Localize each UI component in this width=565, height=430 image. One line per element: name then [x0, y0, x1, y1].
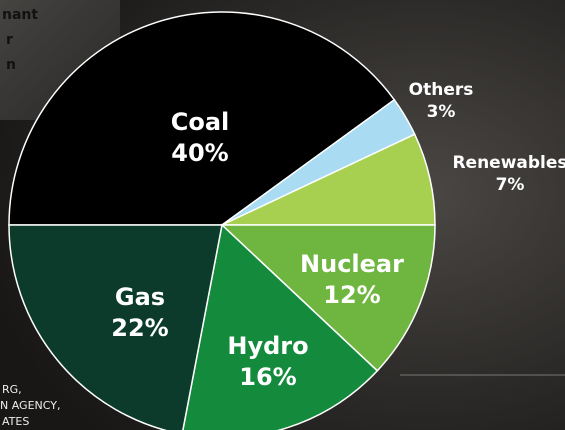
slice-label: Hydro	[227, 332, 308, 360]
source-fragment: N AGENCY,	[0, 399, 60, 412]
slice-value-label: 22%	[111, 314, 168, 342]
slice-value-label: 16%	[239, 363, 296, 391]
pie-slice	[8, 11, 396, 226]
slice-label: Nuclear	[300, 250, 404, 278]
slice-value-label: 3%	[427, 102, 456, 122]
pie-slice	[182, 223, 379, 430]
source-fragment: ATES	[2, 415, 29, 428]
slice-value-label: 40%	[171, 139, 228, 167]
slice-label: Others	[409, 80, 474, 100]
source-fragment: RG,	[2, 383, 22, 396]
slice-label: Coal	[171, 108, 230, 136]
pie-slice	[8, 224, 223, 430]
heading-fragment: r	[6, 32, 13, 48]
heading-fragment: nant	[2, 7, 38, 23]
slice-label: Gas	[115, 283, 165, 311]
slice-label: Renewables	[452, 153, 565, 173]
slice-value-label: 7%	[496, 175, 525, 195]
slice-value-label: 12%	[323, 281, 380, 309]
pie-slice	[220, 224, 436, 372]
heading-fragment: n	[6, 57, 16, 73]
